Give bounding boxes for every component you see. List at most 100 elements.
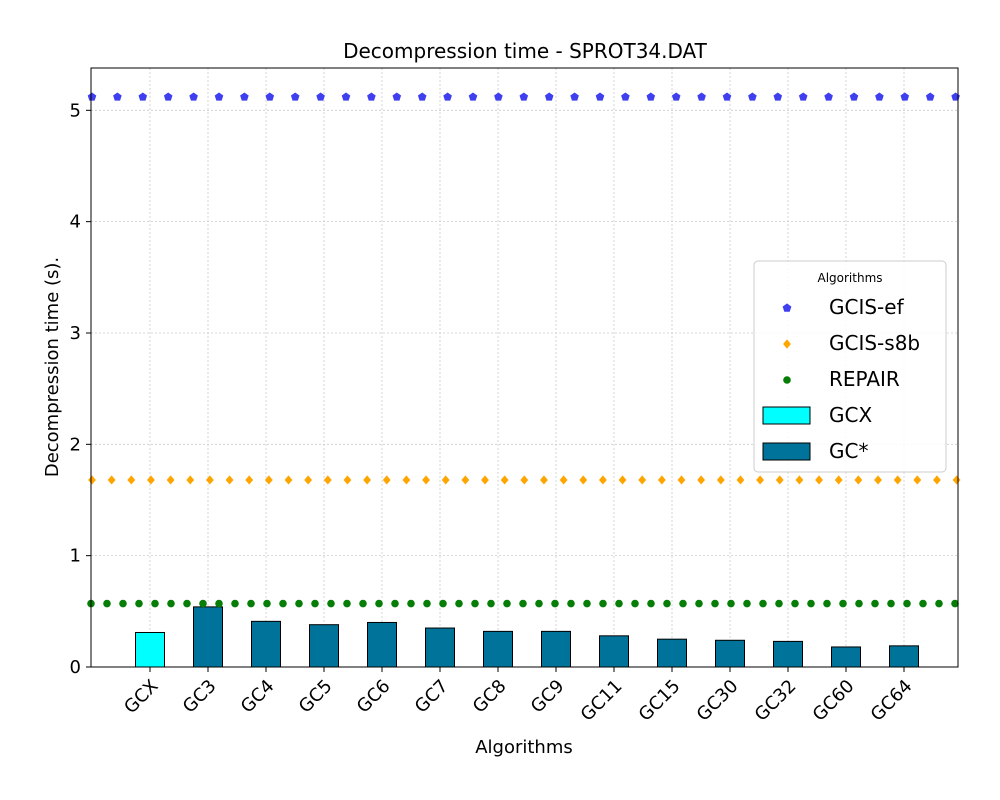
repair-marker (839, 599, 847, 608)
gcis-ef-marker (163, 92, 173, 101)
gcis-ef-marker (290, 92, 300, 101)
x-tick-label: GC9 (527, 676, 569, 718)
gcis-s8b-marker (441, 475, 450, 485)
reference-line-gcis-s8b (88, 475, 961, 485)
gcis-ef-marker (570, 92, 579, 101)
gcis-s8b-marker (598, 475, 607, 485)
gcis-ef-marker (951, 92, 960, 101)
bar-gc7 (425, 627, 455, 668)
x-tick-label: GC8 (469, 676, 511, 718)
repair-marker (567, 599, 575, 608)
bar-gc4 (251, 620, 281, 668)
gcis-s8b-marker (264, 475, 273, 485)
gcis-ef-marker (824, 92, 833, 101)
repair-marker (663, 599, 671, 608)
gcis-ef-marker (367, 92, 376, 101)
gcis-ef-marker (722, 92, 732, 101)
repair-marker (471, 599, 479, 608)
repair-marker (295, 599, 303, 608)
y-tick-label: 2 (70, 434, 81, 455)
repair-marker (375, 599, 383, 608)
repair-marker (743, 599, 751, 608)
legend: Algorithms GCIS-ef GCIS-s8b REPAIR GCX GC* (753, 260, 947, 473)
x-tick-label: GC64 (867, 676, 917, 726)
gcis-s8b-marker (382, 475, 391, 485)
gcis-s8b-marker (795, 475, 804, 485)
gcis-ef-marker (621, 92, 630, 101)
gcis-ef-marker (697, 92, 706, 101)
x-tick-label: GC6 (353, 676, 395, 718)
gcis-s8b-marker (147, 475, 155, 485)
repair-marker (103, 599, 111, 608)
repair-marker (711, 599, 719, 608)
repair-marker (775, 599, 783, 608)
y-tick-label: 5 (70, 100, 81, 121)
gcis-s8b-marker (186, 475, 195, 485)
legend-swatch-gc* (762, 442, 811, 461)
bar-gc60 (831, 646, 861, 668)
repair-marker (199, 599, 207, 608)
repair-marker (183, 599, 191, 608)
gcis-s8b-marker (343, 475, 352, 485)
gcis-ef-marker (443, 92, 452, 101)
repair-marker (695, 599, 703, 608)
legend-marker-repair (783, 376, 791, 384)
gcis-ef-marker (240, 92, 249, 101)
repair-marker (151, 599, 159, 608)
gcis-s8b-marker (323, 475, 332, 485)
bar-gc5 (309, 624, 339, 668)
gcis-s8b-marker (422, 475, 430, 485)
gcis-s8b-marker (815, 475, 823, 485)
legend-label: REPAIR (829, 367, 900, 391)
repair-marker (855, 599, 863, 608)
repair-marker (311, 599, 319, 608)
gcis-s8b-marker (933, 475, 941, 485)
gcis-s8b-marker (402, 475, 411, 485)
gcis-s8b-marker (854, 475, 863, 485)
repair-marker (439, 599, 447, 608)
repair-marker (423, 599, 431, 608)
x-tick-label: GC15 (635, 676, 685, 726)
repair-marker (359, 599, 367, 608)
gcis-ef-marker (392, 92, 402, 101)
gcis-s8b-marker (363, 475, 372, 485)
gcis-ef-marker (875, 92, 884, 101)
repair-marker (935, 599, 943, 608)
bar-gc32 (773, 640, 803, 668)
repair-marker (263, 599, 271, 608)
legend-label: GCIS-ef (829, 295, 905, 319)
legend-label: GCIS-s8b (829, 331, 920, 355)
gcis-s8b-marker (618, 475, 627, 485)
repair-marker (615, 599, 623, 608)
repair-marker (231, 599, 239, 608)
repair-marker (135, 599, 143, 608)
repair-marker (759, 599, 767, 608)
legend-marker-gcis-ef (782, 303, 792, 312)
gcis-ef-marker (417, 92, 427, 101)
gcis-s8b-marker (225, 475, 234, 485)
gcis-s8b-marker (481, 475, 489, 485)
repair-marker (679, 599, 687, 608)
repair-marker (919, 599, 927, 608)
gcis-ef-marker (646, 92, 656, 101)
gcis-s8b-marker (304, 475, 313, 485)
gcis-s8b-marker (88, 475, 96, 485)
bar-gcx (135, 631, 165, 668)
y-tick-label: 1 (70, 546, 81, 567)
bar-gc11 (599, 635, 629, 668)
legend-marker-gcis-s8b (783, 339, 791, 349)
legend-label: GCX (829, 403, 872, 427)
repair-marker (519, 599, 527, 608)
chart-title: Decompression time - SPROT34.DAT (343, 39, 708, 63)
repair-marker (647, 599, 655, 608)
bar-gc9 (541, 630, 571, 668)
gcis-s8b-marker (657, 475, 666, 485)
repair-marker (407, 599, 415, 608)
gcis-s8b-marker (874, 475, 882, 485)
repair-marker (551, 599, 559, 608)
repair-marker (503, 599, 511, 608)
repair-marker (327, 599, 335, 608)
repair-marker (247, 599, 255, 608)
x-tick-label: GC11 (577, 676, 627, 726)
